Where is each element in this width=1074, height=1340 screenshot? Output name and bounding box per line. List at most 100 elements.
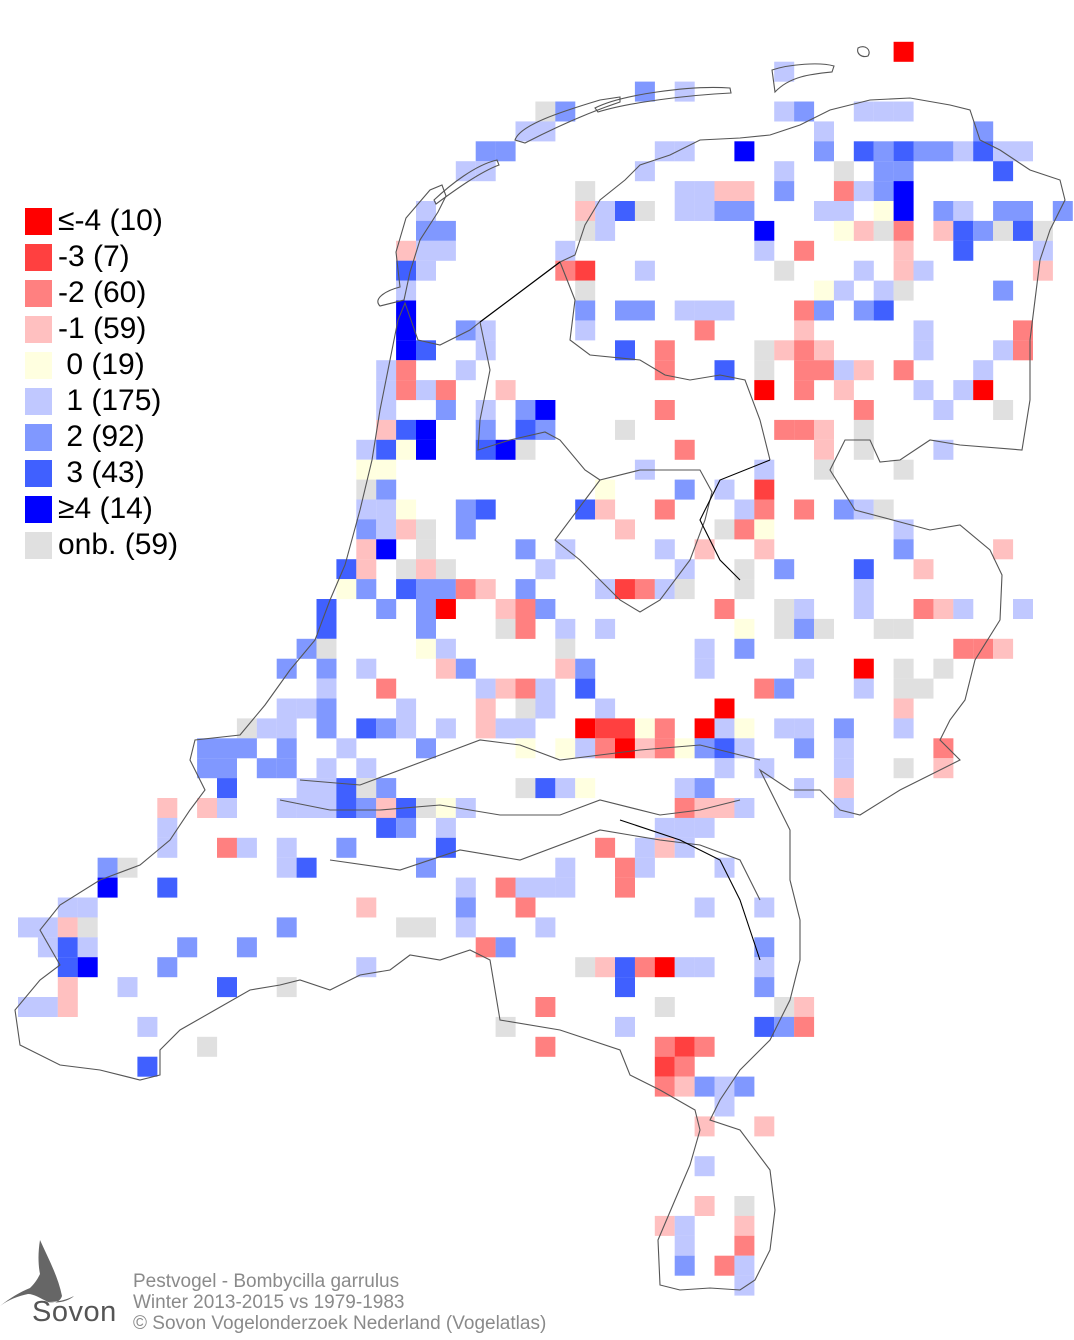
grid-square bbox=[774, 678, 795, 699]
grid-square bbox=[455, 360, 476, 381]
grid-square bbox=[197, 798, 218, 818]
grid-square bbox=[376, 718, 397, 739]
grid-square bbox=[515, 678, 536, 699]
grid-square bbox=[714, 758, 735, 779]
grid-square bbox=[535, 917, 556, 938]
grid-square bbox=[674, 1255, 695, 1276]
grid-square bbox=[455, 320, 476, 341]
grid-square bbox=[973, 638, 994, 659]
grid-square bbox=[853, 439, 874, 460]
legend-swatch bbox=[25, 387, 52, 415]
grid-square bbox=[336, 738, 357, 759]
grid-square bbox=[634, 81, 655, 102]
grid-square bbox=[893, 240, 914, 261]
grid-square bbox=[615, 857, 635, 878]
grid-square bbox=[1013, 201, 1033, 221]
texel-island bbox=[377, 184, 447, 307]
grid-square bbox=[515, 579, 536, 600]
grid-square bbox=[57, 997, 78, 1017]
grid-square bbox=[853, 599, 874, 619]
grid-square bbox=[833, 201, 854, 221]
grid-square bbox=[774, 599, 795, 619]
grid-square bbox=[515, 121, 536, 142]
grid-square bbox=[336, 837, 357, 858]
grid-square bbox=[475, 937, 496, 958]
grid-square bbox=[873, 280, 894, 301]
grid-square bbox=[674, 798, 695, 818]
grid-square bbox=[316, 698, 337, 719]
grid-square bbox=[814, 459, 834, 480]
grid-square bbox=[774, 419, 795, 440]
grid-square bbox=[495, 599, 516, 619]
grid-square bbox=[575, 320, 596, 341]
grid-square bbox=[117, 977, 138, 998]
grid-square bbox=[376, 678, 397, 699]
grid-square bbox=[455, 917, 476, 938]
grid-square bbox=[276, 698, 297, 719]
grid-square bbox=[276, 837, 297, 858]
grid-square bbox=[913, 320, 934, 341]
grid-square bbox=[853, 220, 874, 241]
grid-square bbox=[416, 419, 436, 440]
legend-swatch bbox=[25, 351, 52, 379]
grid-square bbox=[495, 439, 516, 460]
grid-square bbox=[734, 1196, 755, 1216]
grid-square bbox=[694, 1076, 715, 1097]
grid-square bbox=[495, 1016, 516, 1037]
grid-square bbox=[694, 897, 715, 918]
grid-square bbox=[376, 539, 397, 560]
grid-square bbox=[435, 400, 456, 420]
grid-square bbox=[535, 997, 556, 1017]
grid-square bbox=[276, 758, 297, 779]
grid-square bbox=[575, 220, 596, 241]
grid-square bbox=[873, 300, 894, 321]
river-lek bbox=[299, 739, 761, 786]
grid-square bbox=[475, 439, 496, 460]
grid-square bbox=[1013, 141, 1033, 162]
grid-square bbox=[396, 419, 417, 440]
grid-square bbox=[654, 340, 675, 361]
legend-label: 3 (43) bbox=[58, 456, 145, 489]
grid-square bbox=[157, 817, 178, 838]
grid-square bbox=[555, 658, 576, 679]
legend-item: 0 (19) bbox=[25, 347, 178, 383]
grid-square bbox=[674, 141, 695, 162]
grid-square bbox=[515, 539, 536, 560]
grid-square bbox=[734, 738, 755, 759]
grid-square bbox=[893, 101, 914, 122]
grid-square bbox=[376, 419, 397, 440]
grid-square bbox=[356, 559, 377, 580]
schiermonnikoog-island bbox=[771, 63, 835, 94]
grid-square bbox=[356, 658, 377, 679]
grid-square bbox=[853, 400, 874, 420]
grid-square bbox=[933, 599, 954, 619]
grid-square bbox=[535, 698, 556, 719]
grid-square bbox=[694, 1196, 715, 1216]
grid-square bbox=[1052, 201, 1073, 221]
grid-square bbox=[933, 141, 954, 162]
grid-square bbox=[555, 857, 576, 878]
grid-square bbox=[893, 698, 914, 719]
grid-square bbox=[157, 798, 178, 818]
grid-square bbox=[276, 798, 297, 818]
grid-square bbox=[316, 638, 337, 659]
grid-square bbox=[953, 220, 974, 241]
grid-square bbox=[734, 201, 755, 221]
legend-label: 2 (92) bbox=[58, 420, 145, 453]
grid-square bbox=[396, 439, 417, 460]
legend-item: -2 (60) bbox=[25, 275, 178, 311]
grid-square bbox=[674, 1036, 695, 1057]
grid-square bbox=[356, 439, 377, 460]
legend-item: 3 (43) bbox=[25, 455, 178, 491]
grid-square bbox=[435, 658, 456, 679]
grid-square bbox=[674, 201, 695, 221]
grid-square bbox=[714, 201, 735, 221]
grid-square bbox=[535, 599, 556, 619]
grid-square bbox=[694, 738, 715, 759]
grid-square bbox=[654, 141, 675, 162]
grid-square bbox=[515, 618, 536, 639]
grid-square bbox=[396, 519, 417, 540]
grid-square bbox=[853, 260, 874, 281]
grid-square bbox=[57, 897, 78, 918]
grid-square bbox=[754, 220, 775, 241]
